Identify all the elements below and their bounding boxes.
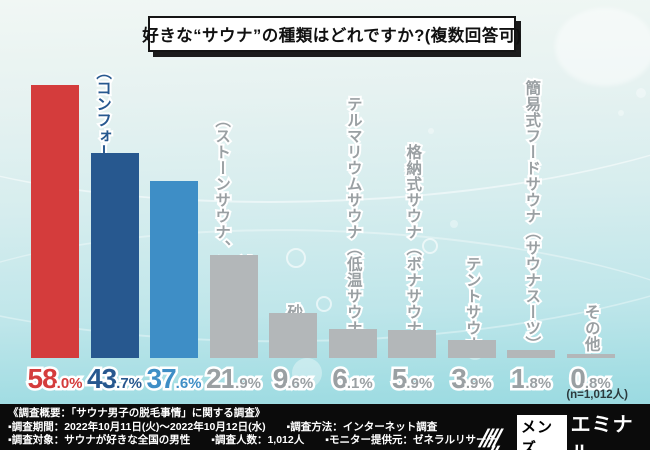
bar-group: 格納式サウナ（ボナサウナ） 5.9% bbox=[382, 0, 442, 450]
bar-value-label: 58.0% bbox=[25, 361, 85, 397]
chart-title: 好きな“サウナ”の種類はどれですか?(複数回答可) bbox=[142, 16, 521, 52]
bar-value-label: 5.9% bbox=[389, 361, 435, 397]
bar-value-int: 1 bbox=[508, 361, 528, 397]
logo-name-box: メンズ bbox=[517, 414, 567, 450]
bar bbox=[209, 255, 258, 358]
bar-value-label: 43.7% bbox=[84, 361, 145, 397]
bar-value-int: 37 bbox=[144, 361, 179, 397]
bar-value-label: 0.8% bbox=[568, 361, 613, 397]
bar-value-int: 0 bbox=[568, 361, 588, 397]
bar-value-decimal: .8% bbox=[582, 373, 613, 395]
bar-group: その他 0.8% bbox=[561, 0, 621, 450]
bar bbox=[31, 85, 79, 358]
survey-footer: 《調査概要：「サウナ男子の脱毛事情」に関する調査》 ▪調査期間：2022年10月… bbox=[0, 404, 650, 450]
bar-value-int: 43 bbox=[84, 361, 119, 397]
bar-value-decimal: .6% bbox=[285, 373, 316, 395]
survey-target-count-line: ▪調査対象：サウナが好きな全国の男性 ▪調査人数：1,012人 ▪モニター提供元… bbox=[8, 434, 497, 446]
bar bbox=[328, 329, 377, 358]
survey-overview-line: 《調査概要：「サウナ男子の脱毛事情」に関する調査》 bbox=[8, 407, 266, 419]
sample-size-note: (n=1,012人) bbox=[566, 389, 628, 401]
bar-value-decimal: .6% bbox=[173, 373, 204, 395]
bar-value-label: 1.8% bbox=[508, 361, 554, 397]
bar-category-label: 簡易式フードサウナ（サウナスーツ） bbox=[521, 78, 542, 354]
bar-category-label: 格納式サウナ（ボナサウナ） bbox=[402, 142, 423, 354]
mens-eminal-logo: メンズ エミナル Men's Eminal bbox=[476, 408, 644, 450]
bar-value-decimal: .1% bbox=[344, 373, 375, 395]
survey-details: 《調査概要：「サウナ男子の脱毛事情」に関する調査》 ▪調査期間：2022年10月… bbox=[8, 407, 497, 448]
bar-group: （コンフォートサウナ、ドライサウナ） 赤外線サウナ 43.7% bbox=[84, 0, 145, 450]
bar bbox=[507, 349, 555, 358]
bar bbox=[388, 330, 436, 358]
bar-group: スチームサウナ（ミストサウナ） 58.0% bbox=[25, 0, 85, 450]
chart-title-text: 好きな“サウナ”の種類はどれですか?(複数回答可) bbox=[142, 27, 522, 45]
bar-value-int: 5 bbox=[389, 361, 409, 397]
bar-value-decimal: .8% bbox=[523, 373, 554, 395]
bar-category-label: テントサウナ bbox=[462, 254, 483, 354]
survey-period-method-line: ▪調査期間：2022年10月11日(火)～2022年10月12日(水) ▪調査方… bbox=[8, 420, 438, 433]
bar-value-decimal: .9% bbox=[463, 373, 494, 395]
bar-value-decimal: .0% bbox=[54, 373, 85, 395]
bar-value-int: 6 bbox=[330, 361, 350, 397]
logo-name-rest: エミナル bbox=[570, 414, 634, 450]
bar-category-label: その他 bbox=[581, 302, 602, 354]
bar-value-decimal: .9% bbox=[233, 373, 264, 395]
bar-value-label: 9.6% bbox=[270, 361, 316, 397]
bar-value-decimal: .9% bbox=[404, 373, 435, 395]
bar-group: 砂風呂 9.6% bbox=[263, 0, 323, 450]
bar-value-label: 3.9% bbox=[449, 361, 494, 397]
bar-group: テントサウナ 3.9% bbox=[442, 0, 502, 450]
bar-value-label: 37.6% bbox=[144, 361, 204, 397]
bar-group: 岩盤浴（石風呂） 37.6% bbox=[144, 0, 204, 450]
bar-group: （ストーンサウナ、ケロサウナ） 対流式サウナ 21.9% bbox=[203, 0, 264, 450]
bar-value-label: 6.1% bbox=[330, 361, 375, 397]
bar bbox=[447, 339, 496, 358]
bar-group: テルマリウムサウナ（低温サウナ） 6.1% bbox=[323, 0, 383, 450]
bar-value-int: 21 bbox=[203, 361, 238, 397]
bar bbox=[566, 354, 615, 358]
bar bbox=[150, 181, 198, 358]
bar-category-label: テルマリウムサウナ（低温サウナ） bbox=[343, 94, 364, 354]
bar-value-int: 3 bbox=[449, 361, 469, 397]
bar-value-decimal: .7% bbox=[114, 373, 145, 395]
bar bbox=[269, 312, 317, 358]
logo-emblem-icon bbox=[477, 428, 504, 450]
bar-value-label: 21.9% bbox=[203, 361, 264, 397]
logo-text-block: メンズ エミナル Men's Eminal bbox=[517, 408, 644, 450]
bar-value-int: 9 bbox=[270, 361, 290, 397]
bar-value-int: 58 bbox=[25, 361, 60, 397]
bar-group: 簡易式フードサウナ（サウナスーツ） 1.8% bbox=[501, 0, 561, 450]
bar bbox=[90, 152, 139, 358]
